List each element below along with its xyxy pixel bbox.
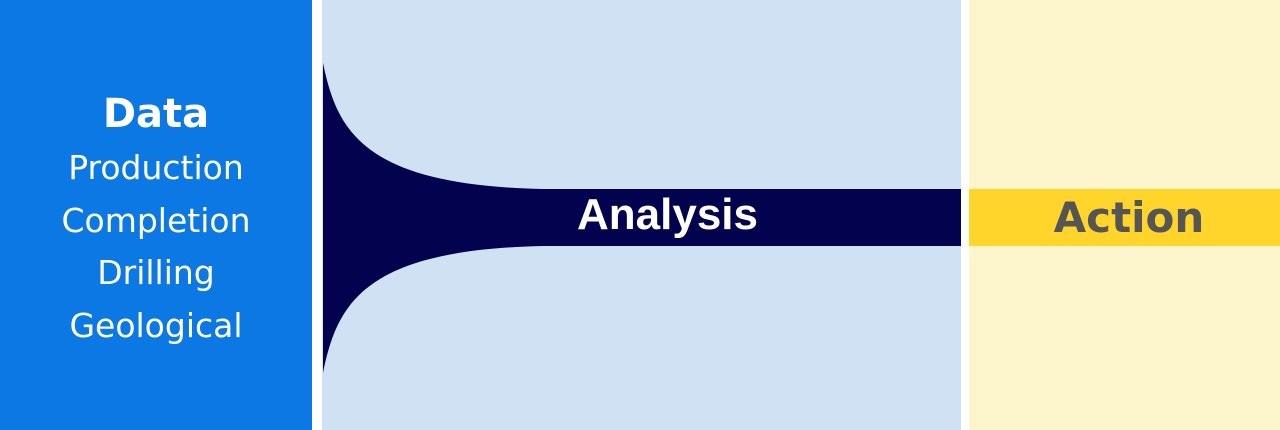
action-label: Action xyxy=(1053,193,1205,242)
data-source-item: Drilling xyxy=(97,253,215,292)
analysis-label: Analysis xyxy=(577,190,758,239)
data-source-item: Geological xyxy=(69,305,243,345)
data-panel xyxy=(0,0,312,430)
data-title: Data xyxy=(102,91,210,137)
action-bar xyxy=(969,189,1280,246)
data-source-item: Completion xyxy=(61,200,251,240)
data-source-list: Production Completion Drilling Geologica… xyxy=(0,142,312,352)
data-source-item: Production xyxy=(68,148,244,187)
analysis-funnel xyxy=(323,63,961,373)
funnel-shape xyxy=(323,63,961,373)
